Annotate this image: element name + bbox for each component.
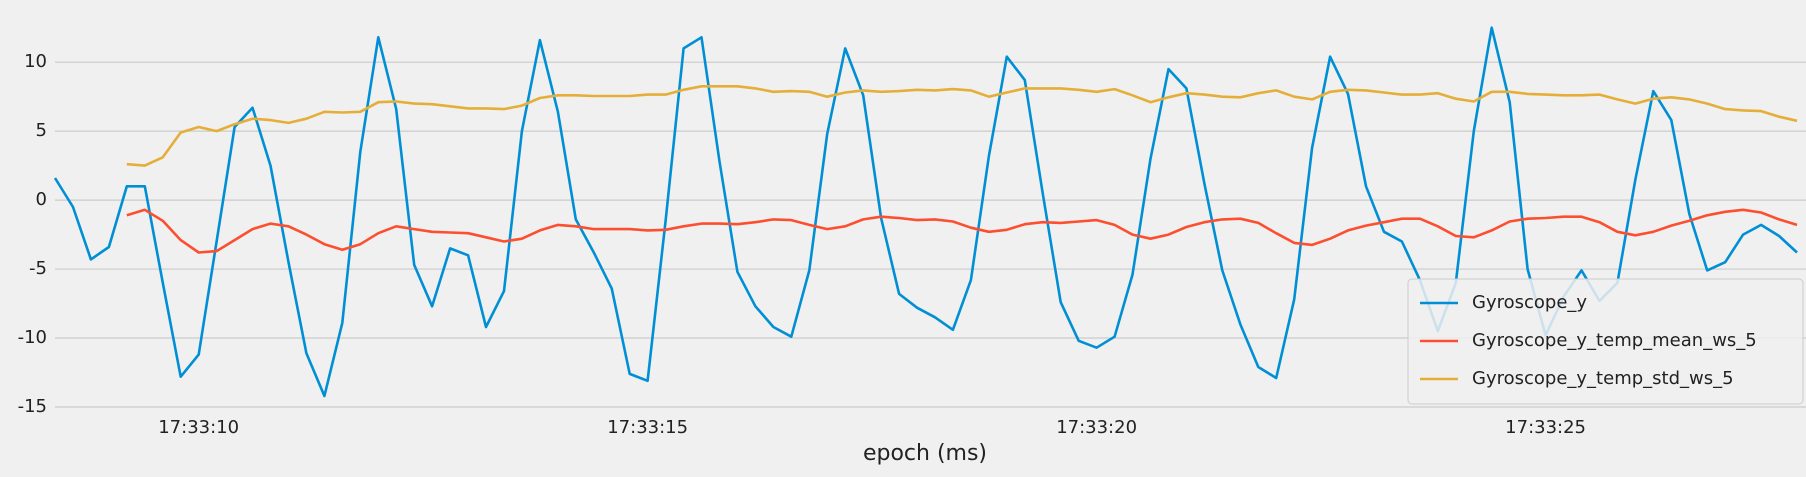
x-tick-label: 17:33:20 bbox=[1056, 417, 1137, 438]
y-tick-label: -15 bbox=[18, 396, 47, 417]
y-tick-label: 10 bbox=[24, 51, 47, 72]
x-tick-label: 17:33:25 bbox=[1505, 417, 1586, 438]
legend: Gyroscope_y Gyroscope_y_temp_mean_ws_5 Gyr… bbox=[1407, 278, 1804, 405]
legend-label: Gyroscope_y_temp_mean_ws_5 bbox=[1472, 330, 1757, 351]
x-axis-label: epoch (ms) bbox=[863, 441, 987, 466]
legend-label: Gyroscope_y_temp_std_ws_5 bbox=[1472, 368, 1734, 389]
y-tick-label: -5 bbox=[29, 258, 47, 279]
legend-box bbox=[1407, 278, 1804, 405]
series-line bbox=[53, 26, 1798, 398]
y-tick-label: 0 bbox=[36, 189, 47, 210]
series-line bbox=[126, 208, 1798, 254]
x-tick-label: 17:33:10 bbox=[158, 417, 239, 438]
legend-label: Gyroscope_y bbox=[1472, 292, 1587, 313]
x-tick-label: 17:33:15 bbox=[607, 417, 688, 438]
y-tick-label: 5 bbox=[36, 120, 47, 141]
series-line bbox=[126, 85, 1798, 167]
y-tick-label: -10 bbox=[18, 327, 47, 348]
